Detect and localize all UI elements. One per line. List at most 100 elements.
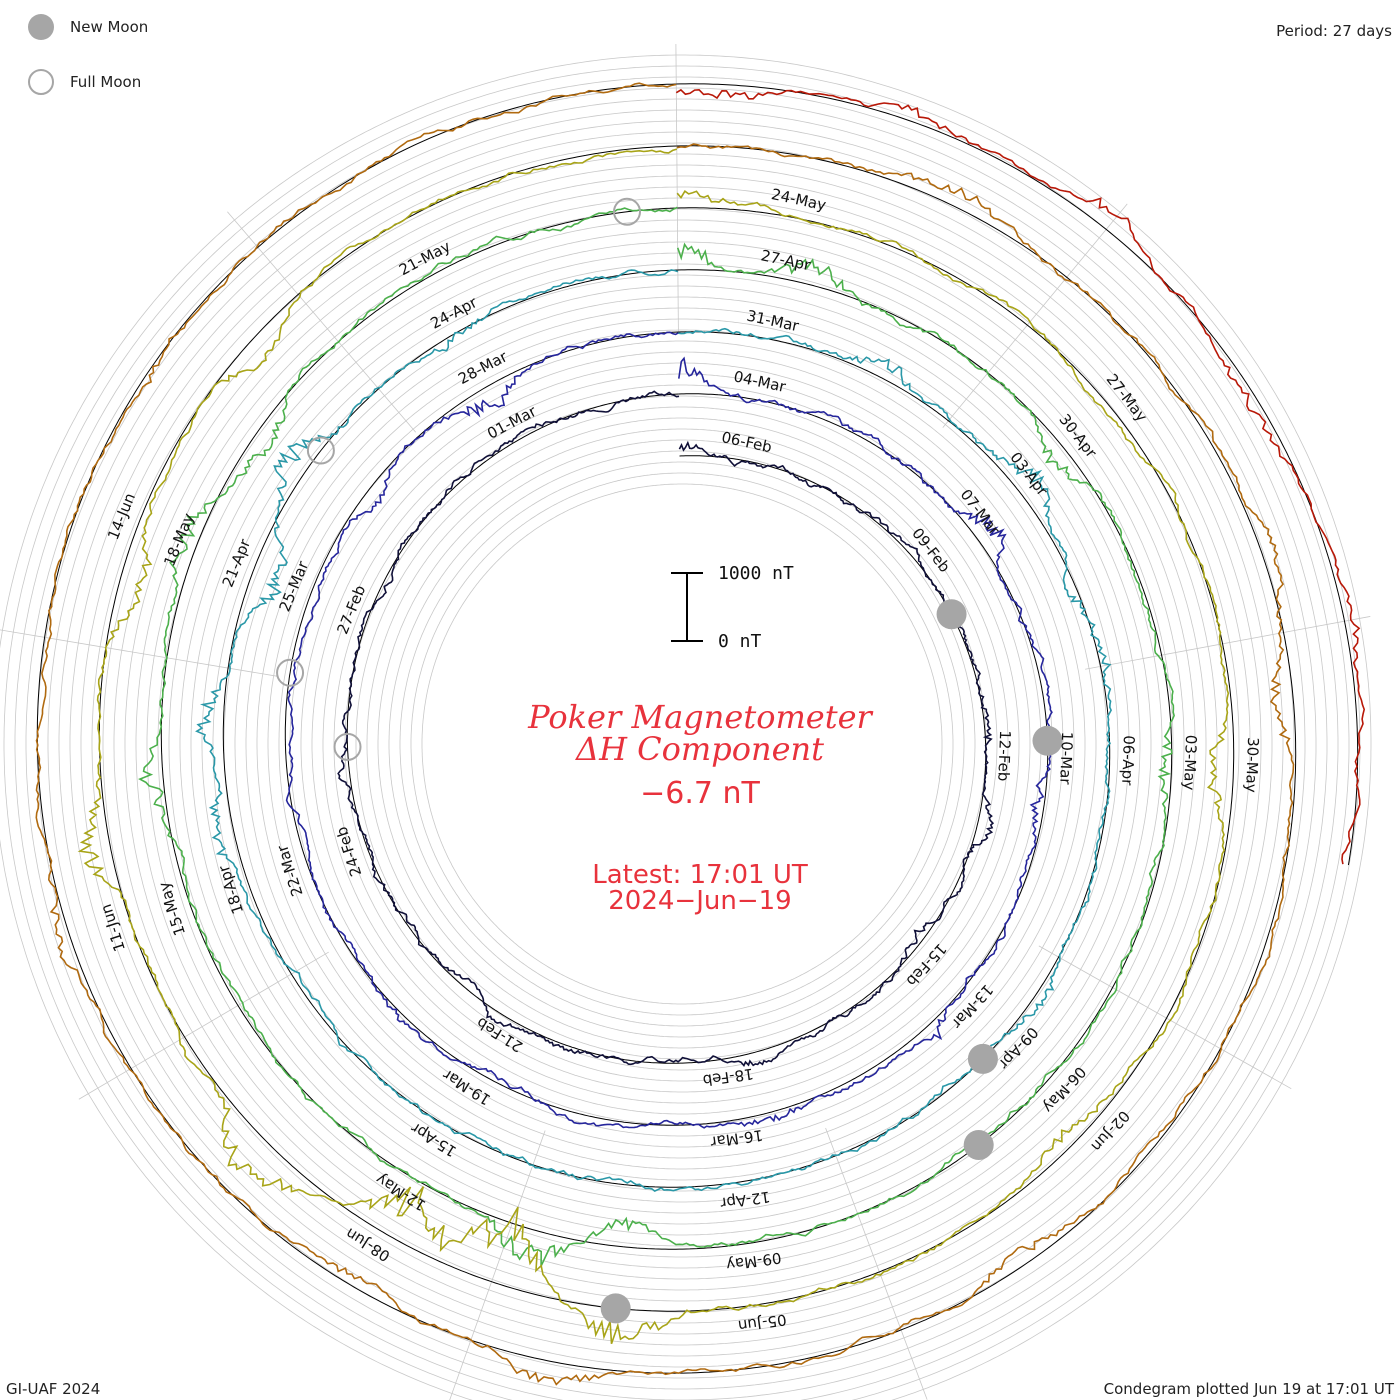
date-label: 13-Mar <box>947 981 996 1033</box>
trace-rotation-1 <box>337 390 995 1067</box>
trace-rotation-3 <box>195 269 1112 1193</box>
grid-ring <box>25 87 1339 1400</box>
latest-date: 2024−Jun−19 <box>608 886 792 916</box>
grid-ring <box>245 307 1119 1181</box>
full-moon-marker <box>306 436 335 465</box>
date-label: 24-May <box>770 185 828 214</box>
date-label: 06-Feb <box>720 428 774 456</box>
trace-rotation-7 <box>675 88 1366 865</box>
grid-ring <box>124 186 1240 1302</box>
trace-rotation-6 <box>35 82 1295 1386</box>
date-label: 03-May <box>1180 735 1200 791</box>
grid-ring <box>377 439 987 1049</box>
date-label: 12-Feb <box>994 730 1014 782</box>
date-label: 16-Mar <box>709 1126 765 1151</box>
grid-ring <box>212 274 1152 1214</box>
grid-layer <box>0 54 1372 1400</box>
grid-ring <box>333 395 1031 1093</box>
grid-ring <box>168 230 1196 1258</box>
grid-ring <box>311 373 1053 1115</box>
rotation-baseline <box>36 83 1297 1374</box>
date-label: 01-Mar <box>484 402 540 443</box>
rotation-baseline <box>160 207 1173 1250</box>
new-moon-marker <box>963 1129 994 1160</box>
grid-ring <box>234 296 1130 1192</box>
grid-ring <box>201 263 1163 1225</box>
trace-rotation-4 <box>138 206 1175 1267</box>
footer-plot-time: Condegram plotted Jun 19 at 17:01 UT <box>1103 1380 1394 1398</box>
day-spoke <box>675 44 679 335</box>
scale-bar-top-label: 1000 nT <box>718 563 794 584</box>
date-label: 09-May <box>725 1249 783 1274</box>
day-spoke <box>1085 616 1371 670</box>
date-label: 28-Mar <box>455 347 511 388</box>
trace-rotation-5 <box>77 148 1230 1345</box>
grid-ring <box>146 208 1218 1280</box>
date-label: 18-May <box>160 510 198 568</box>
grid-ring <box>14 76 1350 1400</box>
current-value: −6.7 nT <box>640 776 760 811</box>
footer-credit: GI-UAF 2024 <box>6 1380 101 1398</box>
scale-bar <box>671 572 703 642</box>
grid-ring <box>355 417 1009 1071</box>
grid-ring <box>399 461 965 1027</box>
grid-ring <box>58 120 1306 1368</box>
grid-ring <box>267 329 1097 1159</box>
grid-ring <box>421 483 943 1005</box>
new-moon-icon <box>28 14 54 40</box>
date-label: 06-Apr <box>1118 735 1138 787</box>
grid-ring <box>157 219 1207 1269</box>
day-spoke <box>449 1130 546 1400</box>
full-moon-icon <box>28 69 54 95</box>
scale-bar-bottom-label: 0 nT <box>718 631 762 652</box>
grid-ring <box>0 54 1372 1400</box>
grid-ring <box>3 65 1361 1400</box>
date-label: 30-May <box>1242 737 1262 793</box>
grid-ring <box>102 164 1262 1324</box>
grid-ring <box>256 318 1108 1170</box>
date-label: 09-Feb <box>908 525 954 576</box>
grid-ring <box>190 252 1174 1236</box>
date-label: 21-Feb <box>473 1013 526 1055</box>
date-label: 03-Apr <box>1006 449 1052 500</box>
day-spoke <box>942 203 1128 428</box>
full-moon-marker <box>333 732 362 761</box>
legend-new-moon-label: New Moon <box>70 18 149 36</box>
grid-ring <box>278 340 1086 1148</box>
new-moon-marker <box>936 599 967 630</box>
legend-full-moon-label: Full Moon <box>70 73 142 91</box>
date-label: 09-Apr <box>994 1023 1042 1073</box>
date-label: 24-Apr <box>427 293 480 333</box>
date-label: 15-Feb <box>903 940 951 990</box>
grid-ring <box>36 98 1328 1390</box>
full-moon-marker <box>612 197 641 226</box>
rotation-baseline <box>676 83 1359 866</box>
date-label: 05-Jun <box>737 1310 788 1335</box>
grid-ring <box>410 472 954 1016</box>
new-moon-marker <box>967 1043 998 1074</box>
grid-ring <box>223 285 1141 1203</box>
new-moon-marker <box>600 1293 631 1324</box>
date-label: 10-Mar <box>1056 731 1076 785</box>
data-traces <box>35 82 1366 1386</box>
date-label: 12-Apr <box>718 1188 771 1213</box>
trace-rotation-2 <box>285 331 1054 1129</box>
grid-ring <box>388 450 976 1038</box>
day-spoke <box>227 211 417 433</box>
latest-time: Latest: 17:01 UT <box>592 860 808 890</box>
grid-ring <box>69 131 1295 1357</box>
day-spoke <box>1038 945 1292 1090</box>
grid-ring <box>322 384 1042 1104</box>
new-moon-marker <box>1032 725 1063 756</box>
chart-subtitle: ΔH Component <box>575 730 825 768</box>
grid-ring <box>179 241 1185 1247</box>
chart-title: Poker Magnetometer <box>528 698 872 736</box>
grid-ring <box>344 406 1020 1082</box>
grid-ring <box>113 175 1251 1313</box>
grid-ring <box>289 351 1075 1137</box>
grid-ring <box>91 153 1273 1335</box>
rotation-baseline <box>284 331 1049 1126</box>
legend-new-moon: New Moon <box>28 14 148 40</box>
day-spoke <box>78 951 329 1100</box>
